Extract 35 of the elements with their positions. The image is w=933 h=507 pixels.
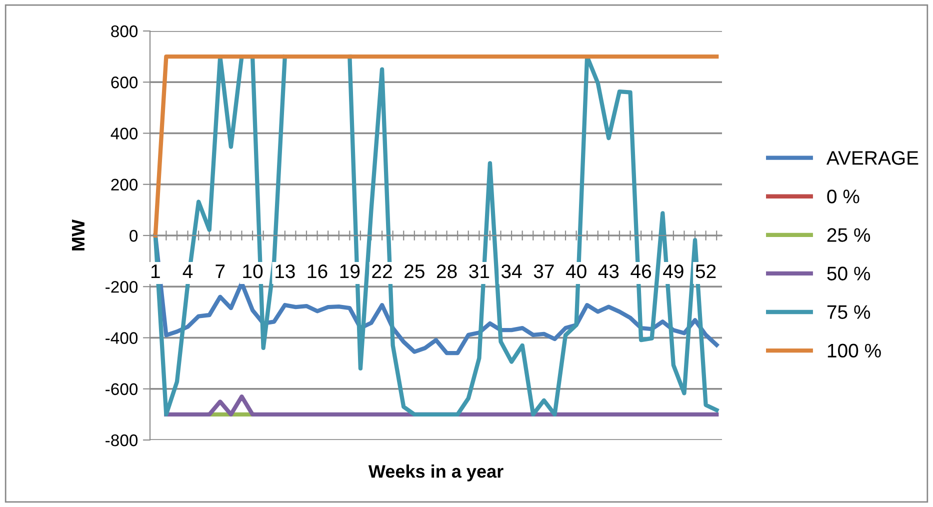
y-tick-label: -800 (106, 434, 138, 446)
x-tick-label: 43 (598, 264, 619, 278)
x-tick-label: 28 (436, 264, 457, 278)
x-tick-label: 52 (696, 264, 716, 278)
x-tick-label: 31 (469, 264, 490, 278)
legend-label: 75 % (827, 305, 870, 319)
x-tick-label: 13 (276, 264, 295, 278)
legend-label: 50 % (827, 266, 870, 280)
x-tick-label: 49 (663, 264, 684, 278)
x-tick-label: 10 (243, 264, 263, 278)
y-tick-label: 600 (111, 76, 138, 88)
y-tick-label: -600 (106, 383, 138, 396)
y-tick-label: 400 (110, 128, 138, 140)
legend-label: 100 % (828, 344, 881, 358)
y-tick-label: 200 (111, 178, 138, 191)
y-tick-label: 800 (111, 25, 138, 38)
x-tick-label: 34 (501, 264, 522, 278)
x-tick-label: 46 (630, 264, 652, 278)
x-axis-title: Weeks in a year (368, 464, 504, 482)
x-tick-label: 16 (308, 264, 328, 278)
y-axis-title: MW (72, 219, 84, 250)
x-tick-label: 25 (404, 264, 424, 278)
legend-label: 0 % (827, 190, 860, 204)
legend-label: AVERAGE (826, 151, 918, 165)
legend-label: 25 % (827, 228, 870, 242)
x-tick-label: 22 (372, 264, 392, 278)
y-tick-label: 0 (130, 230, 138, 242)
x-tick-label: 19 (340, 264, 360, 278)
y-tick-label: -400 (106, 332, 138, 344)
x-tick-label: 40 (566, 264, 586, 278)
x-tick-label: 1 (151, 264, 160, 278)
y-tick-label: -200 (106, 281, 138, 293)
x-tick-label: 7 (216, 264, 225, 278)
x-tick-label: 37 (534, 264, 554, 278)
x-tick-label: 4 (182, 264, 193, 278)
